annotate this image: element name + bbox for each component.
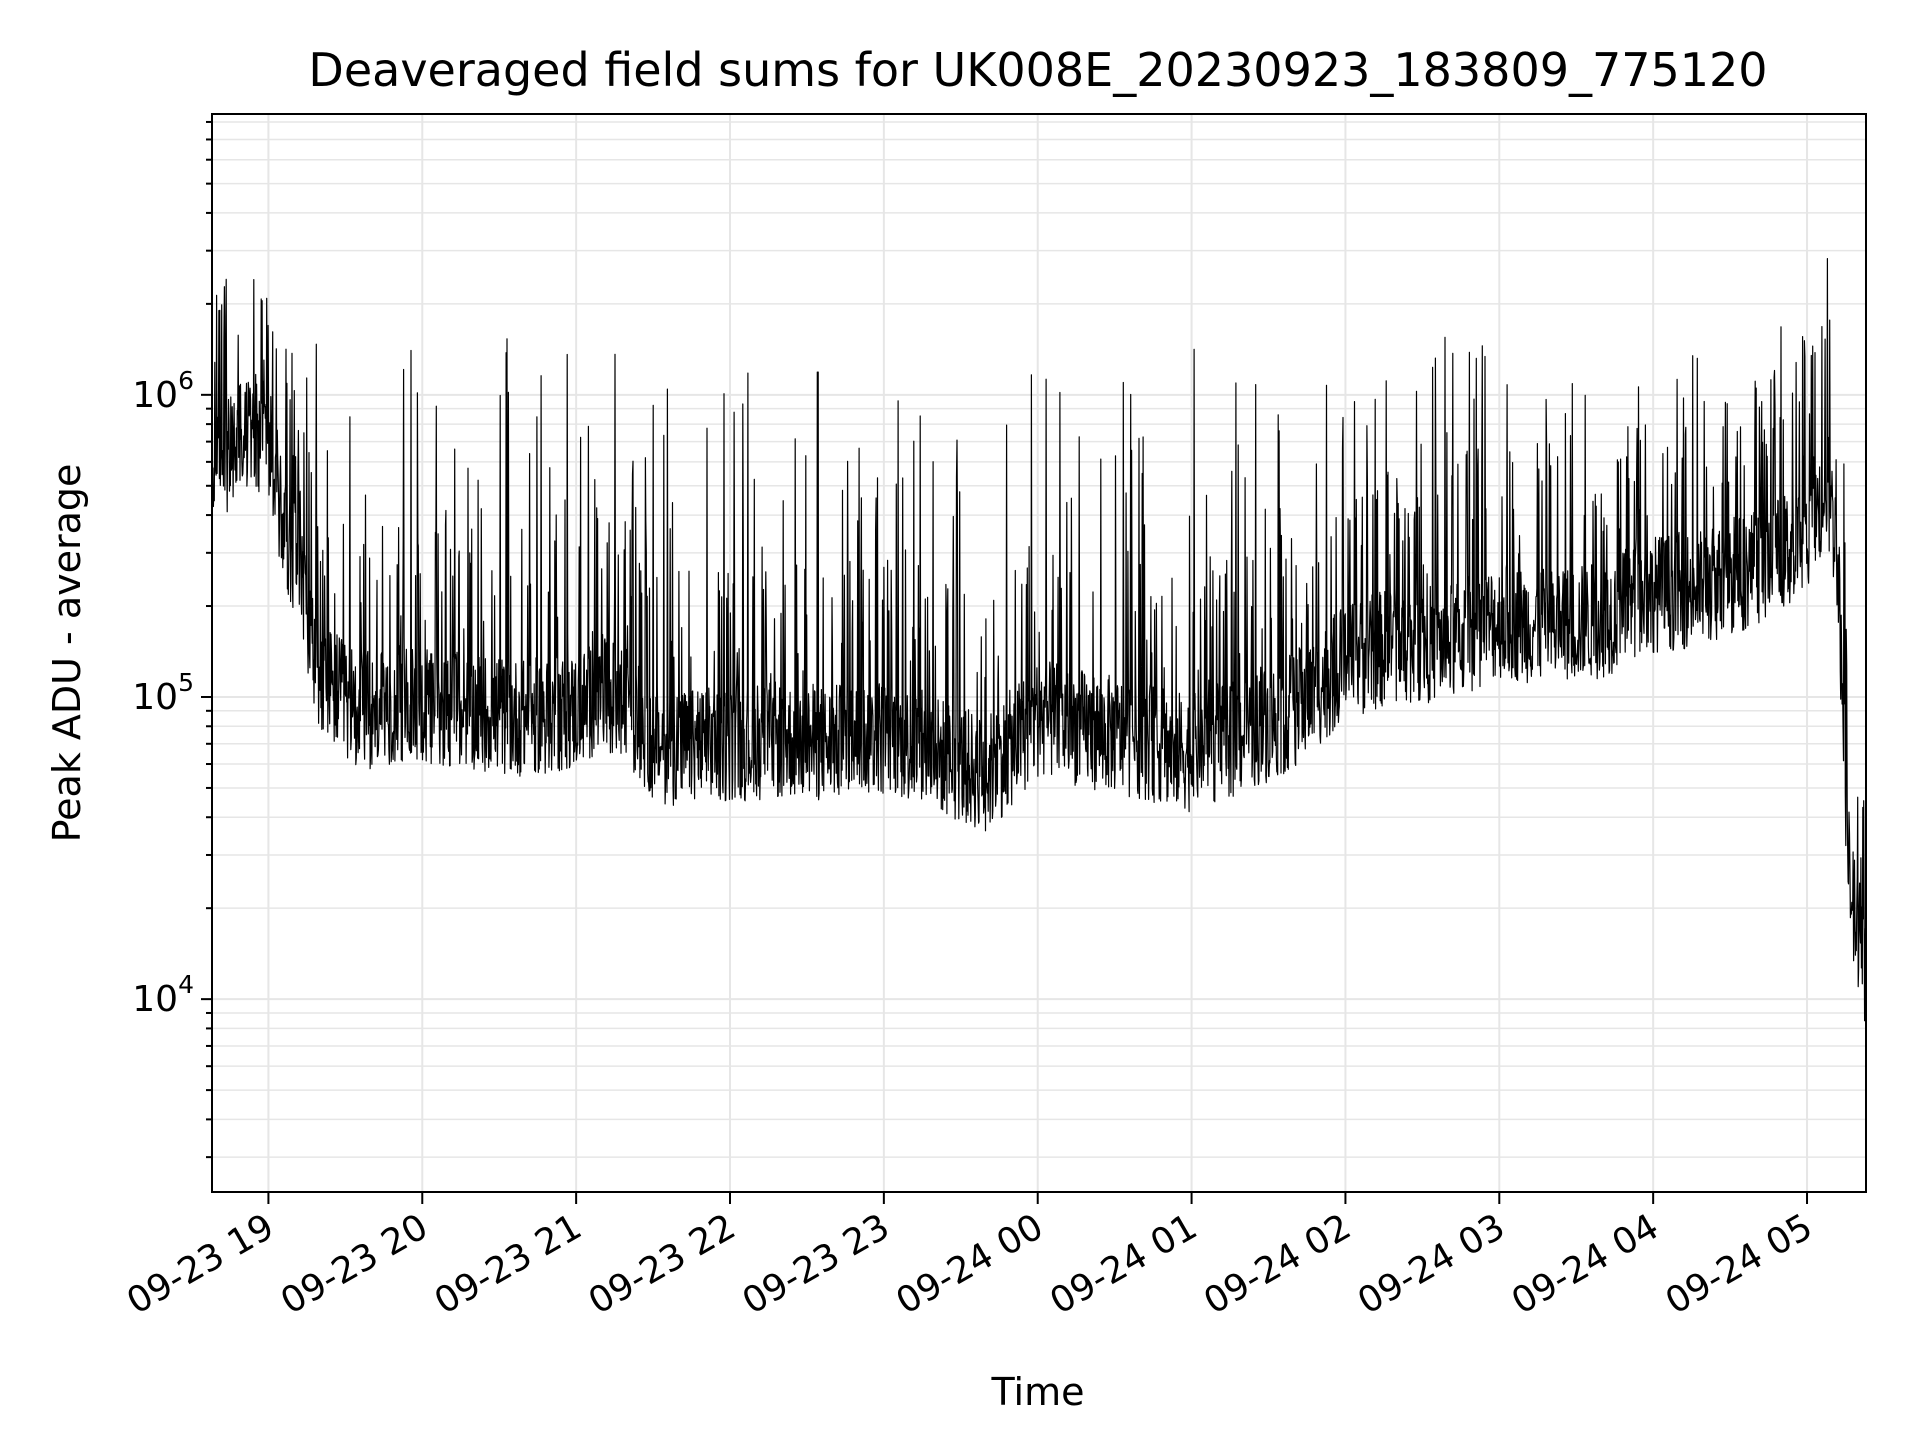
y-tick-label: 104 xyxy=(132,970,194,1020)
y-tick-base: 10 xyxy=(132,979,178,1020)
series-group xyxy=(211,258,1867,1022)
y-tick-exponent: 5 xyxy=(178,668,194,697)
y-tick-base: 10 xyxy=(132,677,178,718)
plot-area-frame xyxy=(211,113,1867,1193)
y-tick-base: 10 xyxy=(132,375,178,416)
y-tick-exponent: 6 xyxy=(178,366,194,395)
y-tick-label: 106 xyxy=(132,366,194,416)
series-line xyxy=(211,258,1867,1022)
y-axis-label: Peak ADU - average xyxy=(45,464,89,843)
y-tick-label: 105 xyxy=(132,668,194,718)
grid-lines xyxy=(212,114,1866,1192)
chart-title: Deaveraged field sums for UK008E_2023092… xyxy=(308,43,1767,97)
x-axis-label: Time xyxy=(991,1370,1085,1414)
y-tick-exponent: 4 xyxy=(178,970,194,999)
